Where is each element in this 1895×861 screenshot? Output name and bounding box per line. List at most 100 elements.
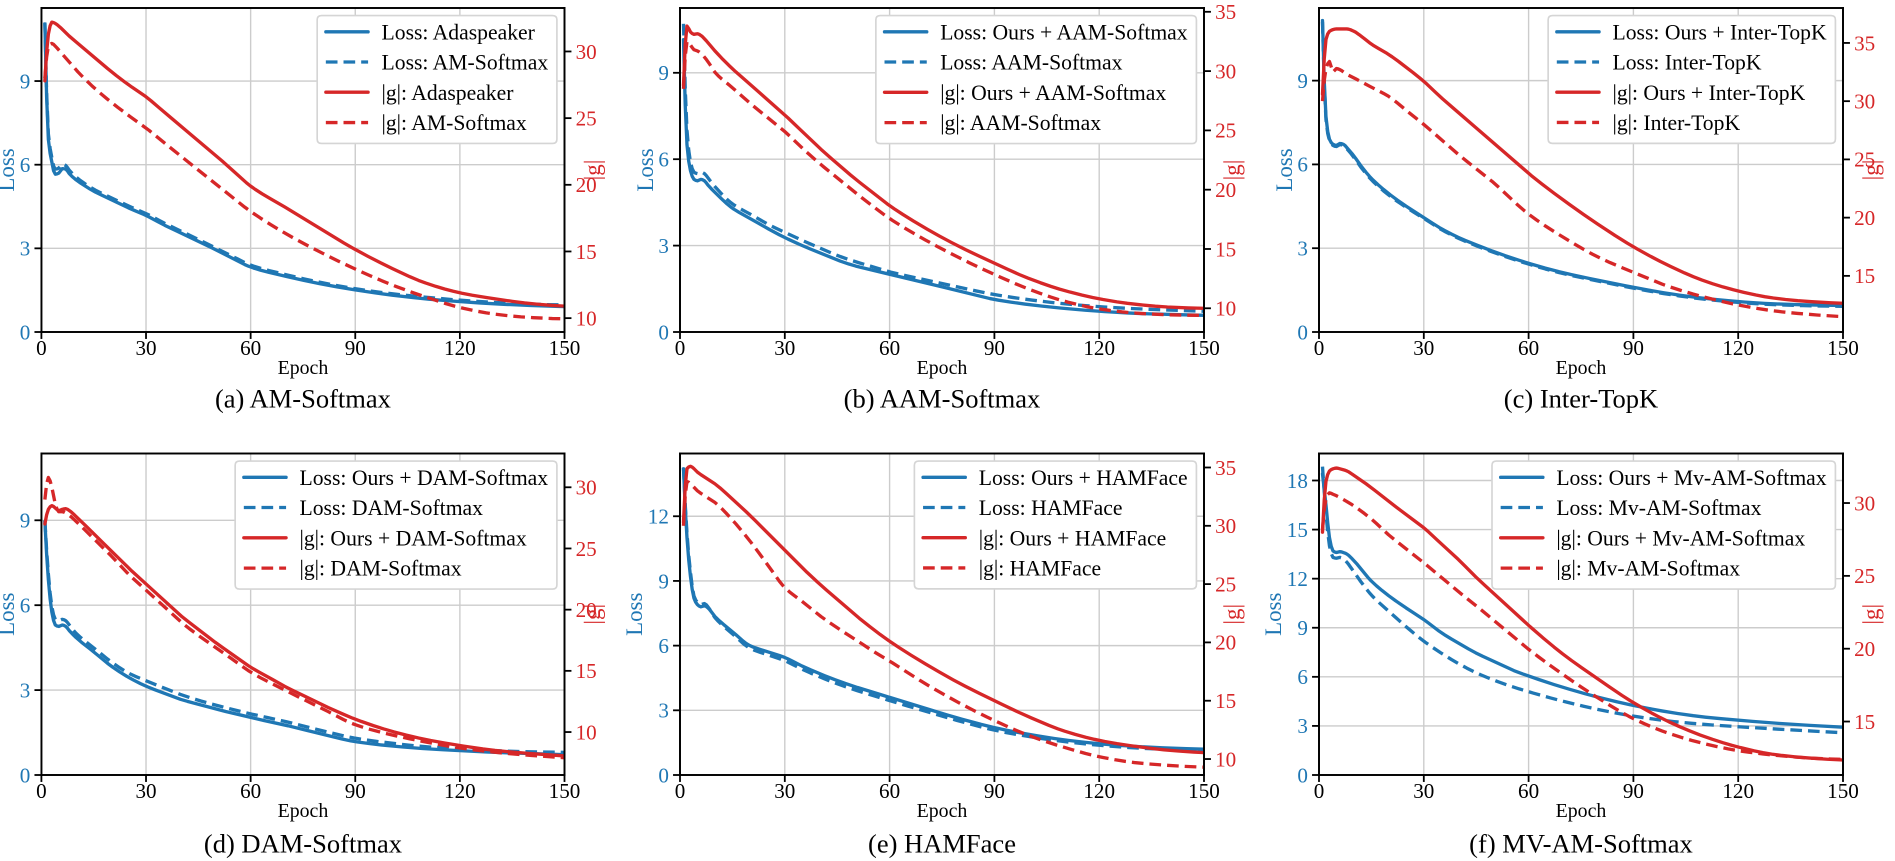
svg-text:(c) Inter-TopK: (c) Inter-TopK bbox=[1504, 383, 1658, 413]
svg-text:(d) DAM-Softmax: (d) DAM-Softmax bbox=[204, 829, 402, 859]
svg-text:Epoch: Epoch bbox=[1556, 357, 1607, 379]
svg-text:120: 120 bbox=[1083, 336, 1115, 360]
svg-text:0: 0 bbox=[1314, 779, 1325, 803]
svg-text:Loss: HAMFace: Loss: HAMFace bbox=[979, 496, 1123, 520]
svg-text:25: 25 bbox=[1854, 148, 1875, 172]
svg-text:15: 15 bbox=[1854, 710, 1875, 734]
svg-text:|g|: Adaspeaker: |g|: Adaspeaker bbox=[382, 81, 515, 105]
svg-text:(e) HAMFace: (e) HAMFace bbox=[868, 828, 1016, 858]
svg-text:30: 30 bbox=[1413, 779, 1434, 803]
svg-text:Loss: Loss bbox=[633, 148, 658, 191]
svg-text:Epoch: Epoch bbox=[278, 357, 329, 379]
svg-text:15: 15 bbox=[1215, 237, 1236, 261]
svg-text:Loss: Ours + Mv-AM-Softmax: Loss: Ours + Mv-AM-Softmax bbox=[1556, 466, 1826, 490]
svg-text:60: 60 bbox=[879, 779, 900, 803]
svg-text:30: 30 bbox=[576, 476, 597, 500]
svg-text:60: 60 bbox=[1518, 336, 1539, 360]
svg-text:3: 3 bbox=[1297, 714, 1308, 738]
svg-text:25: 25 bbox=[576, 537, 597, 561]
svg-text:Loss: AM-Softmax: Loss: AM-Softmax bbox=[382, 51, 549, 75]
svg-text:Loss: Ours + Inter-TopK: Loss: Ours + Inter-TopK bbox=[1612, 20, 1827, 44]
svg-text:Loss: Adaspeaker: Loss: Adaspeaker bbox=[382, 20, 536, 44]
svg-text:30: 30 bbox=[135, 336, 156, 360]
svg-text:30: 30 bbox=[1215, 59, 1236, 83]
svg-text:0: 0 bbox=[1297, 763, 1308, 787]
svg-text:9: 9 bbox=[658, 61, 669, 85]
svg-text:10: 10 bbox=[1215, 297, 1236, 321]
svg-text:0: 0 bbox=[675, 779, 686, 803]
svg-text:30: 30 bbox=[576, 40, 597, 64]
svg-text:9: 9 bbox=[1297, 69, 1308, 93]
svg-text:150: 150 bbox=[549, 336, 581, 360]
svg-text:150: 150 bbox=[1188, 779, 1220, 803]
svg-text:60: 60 bbox=[240, 336, 261, 360]
svg-text:3: 3 bbox=[1297, 237, 1308, 261]
svg-text:0: 0 bbox=[36, 336, 47, 360]
svg-text:120: 120 bbox=[444, 779, 476, 803]
svg-text:Loss: Loss bbox=[0, 593, 19, 636]
svg-text:60: 60 bbox=[1518, 779, 1539, 803]
svg-text:|g|: AAM-Softmax: |g|: AAM-Softmax bbox=[940, 111, 1101, 135]
svg-text:25: 25 bbox=[1215, 119, 1236, 143]
svg-text:|g|: Mv-AM-Softmax: |g|: Mv-AM-Softmax bbox=[1556, 557, 1740, 581]
svg-text:Epoch: Epoch bbox=[1556, 800, 1607, 822]
svg-text:Loss: DAM-Softmax: Loss: DAM-Softmax bbox=[300, 496, 484, 520]
svg-text:6: 6 bbox=[1297, 153, 1308, 177]
svg-text:120: 120 bbox=[1722, 336, 1754, 360]
svg-text:30: 30 bbox=[774, 779, 795, 803]
svg-text:150: 150 bbox=[1827, 336, 1859, 360]
svg-text:90: 90 bbox=[1623, 779, 1644, 803]
svg-text:|g|: DAM-Softmax: |g|: DAM-Softmax bbox=[300, 557, 462, 581]
svg-text:3: 3 bbox=[658, 699, 669, 723]
svg-text:15: 15 bbox=[576, 659, 597, 683]
svg-text:20: 20 bbox=[1215, 631, 1236, 655]
svg-text:|g|: |g| bbox=[1859, 604, 1884, 625]
svg-text:18: 18 bbox=[1287, 469, 1308, 493]
svg-text:0: 0 bbox=[658, 763, 669, 787]
svg-text:Epoch: Epoch bbox=[917, 357, 968, 379]
svg-text:10: 10 bbox=[1215, 747, 1236, 771]
svg-text:Epoch: Epoch bbox=[278, 800, 329, 822]
svg-text:0: 0 bbox=[675, 336, 686, 360]
svg-text:Loss: Loss bbox=[0, 148, 19, 191]
svg-text:9: 9 bbox=[658, 569, 669, 593]
svg-text:15: 15 bbox=[1854, 264, 1875, 288]
svg-text:30: 30 bbox=[1215, 514, 1236, 538]
svg-text:|g|: Ours + Inter-TopK: |g|: Ours + Inter-TopK bbox=[1612, 81, 1805, 105]
svg-text:3: 3 bbox=[20, 678, 31, 702]
svg-text:|g|: Ours + HAMFace: |g|: Ours + HAMFace bbox=[979, 526, 1166, 550]
svg-text:60: 60 bbox=[240, 779, 261, 803]
svg-text:6: 6 bbox=[658, 634, 669, 658]
svg-text:6: 6 bbox=[1297, 665, 1308, 689]
svg-text:15: 15 bbox=[1287, 518, 1308, 542]
svg-text:0: 0 bbox=[658, 320, 669, 344]
svg-text:Loss: Loss bbox=[622, 593, 647, 636]
svg-text:150: 150 bbox=[1188, 336, 1220, 360]
svg-text:25: 25 bbox=[1854, 564, 1875, 588]
svg-text:120: 120 bbox=[1083, 779, 1115, 803]
svg-text:10: 10 bbox=[576, 720, 597, 744]
svg-text:|g|: Ours + DAM-Softmax: |g|: Ours + DAM-Softmax bbox=[300, 526, 527, 550]
svg-text:90: 90 bbox=[984, 779, 1005, 803]
svg-text:Loss: Mv-AM-Softmax: Loss: Mv-AM-Softmax bbox=[1556, 496, 1761, 520]
svg-text:12: 12 bbox=[1287, 567, 1308, 591]
svg-text:Loss: Ours + DAM-Softmax: Loss: Ours + DAM-Softmax bbox=[300, 466, 549, 490]
svg-text:3: 3 bbox=[658, 234, 669, 258]
svg-text:90: 90 bbox=[1623, 336, 1644, 360]
svg-text:|g|: HAMFace: |g|: HAMFace bbox=[979, 557, 1101, 581]
svg-text:3: 3 bbox=[20, 237, 31, 261]
svg-text:35: 35 bbox=[1215, 456, 1236, 480]
svg-text:|g|: |g| bbox=[580, 604, 605, 625]
svg-text:25: 25 bbox=[576, 106, 597, 130]
svg-text:9: 9 bbox=[20, 69, 31, 93]
svg-text:Epoch: Epoch bbox=[917, 800, 968, 822]
svg-text:12: 12 bbox=[648, 505, 669, 529]
svg-text:30: 30 bbox=[774, 336, 795, 360]
svg-text:|g|: Inter-TopK: |g|: Inter-TopK bbox=[1612, 111, 1740, 135]
svg-text:150: 150 bbox=[1827, 779, 1859, 803]
svg-text:(b) AAM-Softmax: (b) AAM-Softmax bbox=[844, 384, 1041, 414]
svg-text:0: 0 bbox=[1314, 336, 1325, 360]
svg-text:20: 20 bbox=[576, 173, 597, 197]
svg-text:0: 0 bbox=[20, 320, 31, 344]
svg-text:|g|: |g| bbox=[1220, 604, 1245, 625]
